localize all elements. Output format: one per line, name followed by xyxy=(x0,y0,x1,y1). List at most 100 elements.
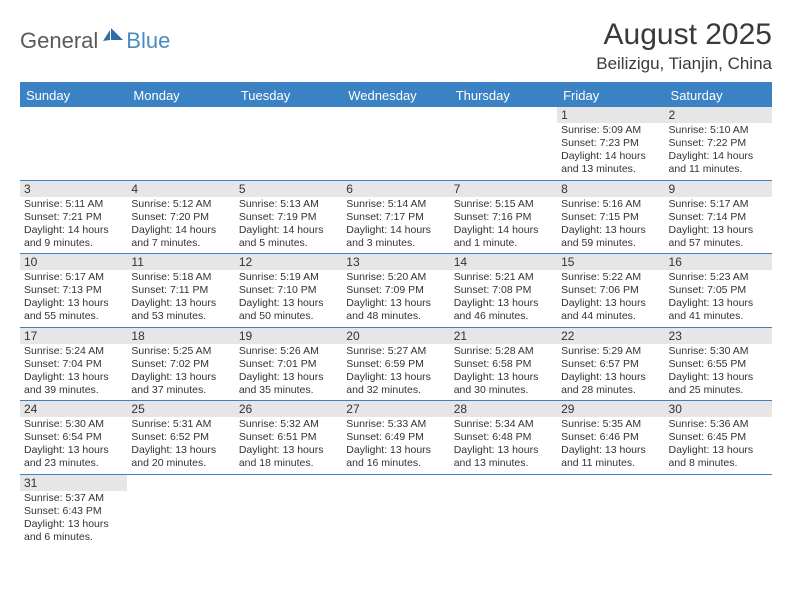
sunrise-label: Sunrise: xyxy=(24,271,63,283)
logo-text-general: General xyxy=(20,28,98,54)
calendar-cell: 11Sunrise: 5:18 AMSunset: 7:11 PMDayligh… xyxy=(127,254,234,328)
weekday-header: Wednesday xyxy=(342,83,449,107)
sunrise-label: Sunrise: xyxy=(454,345,493,357)
daylight-label: Daylight: xyxy=(561,150,602,162)
sunrise-label: Sunrise: xyxy=(131,198,170,210)
calendar-cell: 22Sunrise: 5:29 AMSunset: 6:57 PMDayligh… xyxy=(557,327,664,401)
sunrise-value: 5:27 AM xyxy=(388,345,427,357)
sunrise-label: Sunrise: xyxy=(346,271,385,283)
sunset-value: 7:10 PM xyxy=(277,284,316,296)
sunrise-value: 5:24 AM xyxy=(65,345,104,357)
daylight-label: Daylight: xyxy=(346,444,387,456)
calendar-cell-empty xyxy=(235,107,342,180)
sunrise-label: Sunrise: xyxy=(239,418,278,430)
sunrise-label: Sunrise: xyxy=(131,418,170,430)
calendar-cell: 4Sunrise: 5:12 AMSunset: 7:20 PMDaylight… xyxy=(127,180,234,254)
day-number xyxy=(235,475,342,491)
day-number xyxy=(342,475,449,491)
day-details: Sunrise: 5:24 AMSunset: 7:04 PMDaylight:… xyxy=(20,344,127,401)
weekday-header: Sunday xyxy=(20,83,127,107)
daylight-label: Daylight: xyxy=(24,224,65,236)
sunrise-value: 5:25 AM xyxy=(173,345,212,357)
day-details: Sunrise: 5:35 AMSunset: 6:46 PMDaylight:… xyxy=(557,417,664,474)
day-number: 12 xyxy=(235,254,342,270)
month-title: August 2025 xyxy=(596,18,772,52)
sunset-value: 6:48 PM xyxy=(492,431,531,443)
daylight-label: Daylight: xyxy=(346,297,387,309)
day-number: 17 xyxy=(20,328,127,344)
calendar-cell: 7Sunrise: 5:15 AMSunset: 7:16 PMDaylight… xyxy=(450,180,557,254)
daylight-label: Daylight: xyxy=(346,371,387,383)
calendar-cell: 9Sunrise: 5:17 AMSunset: 7:14 PMDaylight… xyxy=(665,180,772,254)
day-number: 15 xyxy=(557,254,664,270)
daylight-label: Daylight: xyxy=(24,297,65,309)
sunset-value: 7:05 PM xyxy=(707,284,746,296)
sunrise-label: Sunrise: xyxy=(131,345,170,357)
sunset-label: Sunset: xyxy=(24,505,60,517)
sunrise-value: 5:23 AM xyxy=(710,271,749,283)
day-number: 26 xyxy=(235,401,342,417)
day-number xyxy=(342,107,449,123)
sunset-label: Sunset: xyxy=(346,284,382,296)
day-details: Sunrise: 5:30 AMSunset: 6:55 PMDaylight:… xyxy=(665,344,772,401)
calendar-cell-empty xyxy=(235,474,342,547)
calendar-row: 24Sunrise: 5:30 AMSunset: 6:54 PMDayligh… xyxy=(20,401,772,475)
sunset-value: 6:49 PM xyxy=(385,431,424,443)
calendar-cell: 19Sunrise: 5:26 AMSunset: 7:01 PMDayligh… xyxy=(235,327,342,401)
day-number: 2 xyxy=(665,107,772,123)
sunset-label: Sunset: xyxy=(669,431,705,443)
calendar-cell: 30Sunrise: 5:36 AMSunset: 6:45 PMDayligh… xyxy=(665,401,772,475)
sunrise-value: 5:12 AM xyxy=(173,198,212,210)
daylight-label: Daylight: xyxy=(561,297,602,309)
sunset-value: 7:04 PM xyxy=(63,358,102,370)
sunset-label: Sunset: xyxy=(24,431,60,443)
sunrise-label: Sunrise: xyxy=(669,124,708,136)
sunset-label: Sunset: xyxy=(454,358,490,370)
daylight-label: Daylight: xyxy=(669,371,710,383)
weekday-header-row: SundayMondayTuesdayWednesdayThursdayFrid… xyxy=(20,83,772,107)
calendar-cell-empty xyxy=(20,107,127,180)
sunset-label: Sunset: xyxy=(561,431,597,443)
sunset-value: 6:51 PM xyxy=(277,431,316,443)
calendar-cell: 12Sunrise: 5:19 AMSunset: 7:10 PMDayligh… xyxy=(235,254,342,328)
title-block: August 2025 Beilizigu, Tianjin, China xyxy=(596,18,772,74)
daylight-label: Daylight: xyxy=(24,371,65,383)
calendar-cell-empty xyxy=(450,107,557,180)
day-details: Sunrise: 5:17 AMSunset: 7:14 PMDaylight:… xyxy=(665,197,772,254)
sunrise-value: 5:09 AM xyxy=(603,124,642,136)
day-details: Sunrise: 5:26 AMSunset: 7:01 PMDaylight:… xyxy=(235,344,342,401)
day-number: 9 xyxy=(665,181,772,197)
calendar-cell: 13Sunrise: 5:20 AMSunset: 7:09 PMDayligh… xyxy=(342,254,449,328)
calendar-cell: 3Sunrise: 5:11 AMSunset: 7:21 PMDaylight… xyxy=(20,180,127,254)
sunset-value: 7:19 PM xyxy=(277,211,316,223)
calendar-row: 31Sunrise: 5:37 AMSunset: 6:43 PMDayligh… xyxy=(20,474,772,547)
day-number xyxy=(450,475,557,491)
calendar-cell: 27Sunrise: 5:33 AMSunset: 6:49 PMDayligh… xyxy=(342,401,449,475)
sunset-value: 7:06 PM xyxy=(600,284,639,296)
day-details: Sunrise: 5:27 AMSunset: 6:59 PMDaylight:… xyxy=(342,344,449,401)
day-details: Sunrise: 5:12 AMSunset: 7:20 PMDaylight:… xyxy=(127,197,234,254)
day-number: 25 xyxy=(127,401,234,417)
day-number: 31 xyxy=(20,475,127,491)
sunset-value: 7:20 PM xyxy=(170,211,209,223)
weekday-header: Tuesday xyxy=(235,83,342,107)
day-number: 29 xyxy=(557,401,664,417)
sunrise-label: Sunrise: xyxy=(561,418,600,430)
calendar-cell: 20Sunrise: 5:27 AMSunset: 6:59 PMDayligh… xyxy=(342,327,449,401)
day-details: Sunrise: 5:20 AMSunset: 7:09 PMDaylight:… xyxy=(342,270,449,327)
sunrise-label: Sunrise: xyxy=(669,418,708,430)
day-number xyxy=(127,475,234,491)
day-details: Sunrise: 5:21 AMSunset: 7:08 PMDaylight:… xyxy=(450,270,557,327)
sunrise-value: 5:31 AM xyxy=(173,418,212,430)
sunset-value: 7:16 PM xyxy=(492,211,531,223)
day-number: 5 xyxy=(235,181,342,197)
day-number: 13 xyxy=(342,254,449,270)
sunset-label: Sunset: xyxy=(131,431,167,443)
day-details: Sunrise: 5:32 AMSunset: 6:51 PMDaylight:… xyxy=(235,417,342,474)
sunset-value: 6:59 PM xyxy=(385,358,424,370)
day-details: Sunrise: 5:34 AMSunset: 6:48 PMDaylight:… xyxy=(450,417,557,474)
day-number: 27 xyxy=(342,401,449,417)
calendar-cell: 17Sunrise: 5:24 AMSunset: 7:04 PMDayligh… xyxy=(20,327,127,401)
day-number: 30 xyxy=(665,401,772,417)
day-details: Sunrise: 5:14 AMSunset: 7:17 PMDaylight:… xyxy=(342,197,449,254)
